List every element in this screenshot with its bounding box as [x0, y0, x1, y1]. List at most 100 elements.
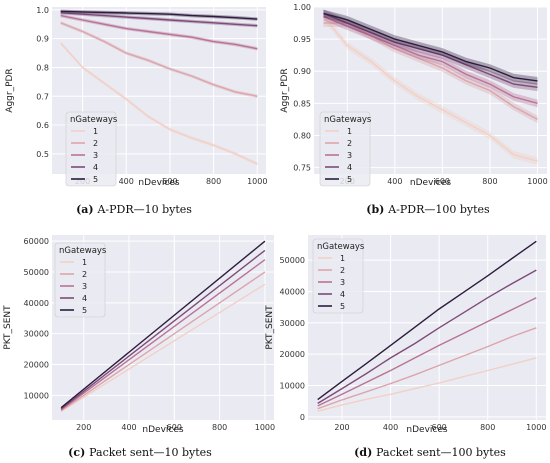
y-tick-label: 0.75 — [293, 164, 311, 173]
series-line-3 — [317, 297, 537, 407]
y-tick-label: 0.5 — [36, 150, 49, 159]
panel-caption: (b) A-PDR—100 bytes — [366, 203, 490, 216]
legend-entry-4: 4 — [340, 290, 345, 299]
series-line-4 — [323, 12, 538, 88]
x-tick-label: 600 — [432, 423, 447, 432]
y-tick-label: 0.80 — [293, 131, 311, 140]
x-tick-label: 1000 — [255, 423, 275, 432]
legend-entry-3: 3 — [347, 151, 352, 160]
series-line-3 — [60, 259, 266, 411]
y-tick-label: 0.95 — [293, 35, 311, 44]
series-line-2 — [317, 327, 537, 410]
x-axis-label: nDevices — [410, 178, 451, 188]
y-tick-label: 20000 — [24, 361, 49, 370]
x-tick-label: 1000 — [526, 423, 546, 432]
y-tick-label: 20000 — [280, 350, 305, 359]
legend-entry-3: 3 — [93, 151, 98, 160]
x-tick-label: 600 — [162, 177, 177, 186]
x-axis-label: nDevices — [138, 178, 179, 188]
series-line-5 — [60, 10, 258, 20]
x-tick-label: 1000 — [527, 177, 547, 186]
y-axis-label: PKT_SENT — [265, 305, 275, 350]
chart-panel-3: 200 400 600 800 1000 10000 20000 30000 40000 5000… — [3, 235, 275, 459]
legend-entry-5: 5 — [93, 175, 98, 184]
chart-panel-2: 20040060080010000.750.800.850.900.951.00… — [280, 3, 548, 216]
y-tick-label: 30000 — [24, 330, 49, 339]
legend-entry-4: 4 — [82, 294, 87, 303]
legend-entry-3: 3 — [82, 282, 87, 291]
y-tick-label: 0.9 — [36, 35, 49, 44]
x-tick-label: 800 — [482, 177, 497, 186]
legend: nGateways 1 2 3 4 5 — [319, 111, 372, 187]
x-tick-label: 400 — [119, 177, 134, 186]
x-tick-label: 400 — [387, 177, 402, 186]
series-line-2 — [60, 271, 266, 412]
series-line-4 — [60, 249, 266, 410]
x-tick-label: 200 — [334, 423, 349, 432]
y-tick-label: 10000 — [280, 382, 305, 391]
series-line-2 — [323, 22, 538, 121]
y-axis-label: Aggr_PDR — [280, 68, 290, 112]
x-axis-label: nDevices — [142, 425, 183, 435]
panel-caption: (d) Packet sent—100 bytes — [354, 446, 506, 459]
x-axis-label: nDevices — [406, 425, 447, 435]
series-line-3 — [323, 15, 538, 104]
x-tick-label: 800 — [212, 423, 227, 432]
series-line-4 — [60, 12, 258, 27]
y-tick-label: 10000 — [24, 391, 49, 400]
legend-entry-3: 3 — [340, 278, 345, 287]
chart-panel-4: 200 400 600 800 1000010000200003000040000500… — [265, 235, 546, 459]
legend-entry-1: 1 — [347, 127, 352, 136]
series-line-1 — [60, 283, 266, 412]
x-tick-label: 600 — [167, 423, 182, 432]
legend-title: nGateways — [59, 246, 107, 256]
y-axis-label: PKT_SENT — [3, 305, 13, 350]
x-tick-label: 800 — [480, 423, 495, 432]
series-band-4 — [323, 9, 538, 92]
y-tick-label: 0.7 — [36, 92, 49, 101]
legend-entry-5: 5 — [340, 302, 345, 311]
legend-entry-1: 1 — [340, 254, 345, 263]
y-tick-label: 0.6 — [36, 121, 49, 130]
series-band-3 — [323, 12, 538, 108]
y-tick-label: 1.0 — [36, 6, 49, 15]
series-line-5 — [323, 12, 538, 82]
series-line-3 — [60, 14, 258, 50]
legend-title: nGateways — [317, 242, 365, 252]
x-tick-label: 400 — [383, 423, 398, 432]
y-tick-label: 50000 — [280, 256, 305, 265]
series-line-1 — [60, 42, 258, 165]
y-tick-label: 1.00 — [293, 3, 311, 12]
y-axis-label: Aggr_PDR — [5, 68, 15, 112]
series-band-1 — [60, 41, 258, 166]
y-tick-label: 30000 — [280, 319, 305, 328]
y-tick-label: 60000 — [24, 237, 49, 246]
panel-caption: (a) A-PDR—10 bytes — [76, 203, 192, 216]
y-tick-label: 50000 — [24, 268, 49, 277]
legend-entry-2: 2 — [82, 270, 87, 279]
x-tick-label: 800 — [206, 177, 221, 186]
x-tick-label: 200 — [76, 423, 91, 432]
legend-entry-2: 2 — [340, 266, 345, 275]
series-band-3 — [60, 13, 258, 51]
chart-panel-1: 20040060080010000.50.60.70.80.91.0nDevic… — [5, 6, 267, 216]
legend-entry-5: 5 — [347, 175, 352, 184]
legend-entry-4: 4 — [347, 163, 352, 172]
legend: nGateways 1 2 3 4 5 — [54, 242, 107, 318]
series-line-5 — [317, 240, 537, 401]
series-line-2 — [60, 22, 258, 97]
legend: nGateways 1 2 3 4 5 — [312, 238, 365, 314]
legend-entry-4: 4 — [93, 163, 98, 172]
legend-entry-1: 1 — [93, 127, 98, 136]
y-tick-label: 0 — [300, 413, 305, 422]
series-line-4 — [317, 269, 537, 404]
x-tick-label: 600 — [435, 177, 450, 186]
legend-entry-2: 2 — [347, 139, 352, 148]
y-tick-label: 0.85 — [293, 99, 311, 108]
y-tick-label: 40000 — [24, 299, 49, 308]
series-line-1 — [322, 16, 538, 162]
y-tick-label: 40000 — [280, 287, 305, 296]
legend-title: nGateways — [324, 115, 372, 125]
legend-entry-2: 2 — [93, 139, 98, 148]
